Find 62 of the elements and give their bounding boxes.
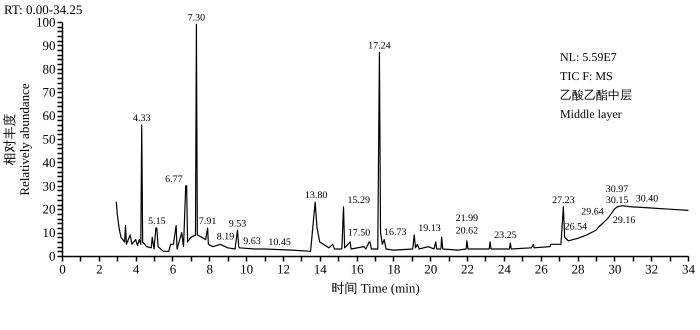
annotation: 7.30	[188, 12, 206, 24]
x-tick-label: 8	[206, 262, 214, 276]
annotation: 29.64	[581, 206, 604, 218]
x-tick-label: 34	[682, 262, 696, 276]
annotation: 17.50	[348, 228, 370, 239]
y-tick-label: 10	[42, 225, 56, 240]
y-axis-title: 相对丰度 Relatively abundance	[2, 83, 32, 196]
annotation: Middle layer	[560, 107, 622, 121]
annotation: 30.97	[606, 184, 628, 195]
x-tick-label: 28	[572, 262, 585, 276]
chart-title: RT: 0.00-34.25	[4, 2, 82, 17]
annotation: 30.40	[636, 194, 658, 205]
x-tick-label: 4	[132, 262, 140, 276]
y-tick-label: 100	[36, 14, 56, 30]
annotation: 16.73	[384, 226, 407, 238]
y-tick-label: 90	[42, 38, 56, 53]
y-tick-label: 30	[42, 178, 56, 194]
x-tick-label: 10	[240, 262, 254, 276]
x-axis-title: 时间 Time (min)	[331, 280, 420, 296]
annotation: 7.91	[198, 216, 216, 227]
annotation: TIC F: MS	[560, 69, 613, 83]
y-tick-label: 50	[42, 132, 56, 146]
annotation: 5.15	[148, 216, 166, 227]
x-tick-label: 14	[314, 262, 328, 276]
y-tick-label: 20	[42, 202, 56, 217]
annotation: 9.53	[228, 218, 246, 230]
annotation: 20.62	[456, 225, 478, 236]
x-tick-label: 6	[170, 262, 177, 276]
x-tick-label: 0	[59, 262, 66, 276]
x-tick-label: 26	[534, 262, 548, 276]
annotation: 10.45	[268, 236, 291, 248]
annotation: 9.63	[243, 236, 261, 247]
x-tick-label: 30	[608, 262, 622, 276]
x-tick-label: 24	[498, 262, 512, 276]
x-tick-label: 18	[387, 262, 400, 276]
annotation: 23.25	[494, 230, 517, 241]
y-tick-label: 0	[49, 248, 56, 264]
annotation: 21.99	[456, 212, 478, 224]
x-tick-label: 22	[461, 262, 474, 276]
annotation: 4.33	[132, 112, 150, 124]
x-tick-label: 16	[350, 262, 364, 276]
x-tick-label: 32	[645, 262, 658, 276]
annotation: 27.23	[552, 194, 575, 206]
annotation: 17.24	[368, 40, 391, 52]
annotation: 乙酸乙酯中层	[560, 88, 632, 102]
annotation: 30.15	[606, 194, 628, 206]
x-tick-label: 2	[96, 262, 103, 276]
y-tick-label: 60	[42, 108, 56, 124]
x-tick-label: 12	[276, 262, 290, 276]
y-tick-label: 40	[42, 154, 56, 170]
annotation: NL: 5.59E7	[560, 50, 617, 64]
annotation: 13.80	[304, 190, 328, 202]
annotation: 8.19	[216, 232, 234, 243]
annotation: 26.54	[564, 221, 588, 232]
line-series	[116, 24, 689, 252]
y-tick-label: 70	[42, 84, 56, 100]
y-tick-label: 80	[42, 61, 56, 76]
annotation: 6.77	[165, 174, 183, 185]
annotation: 19.13	[418, 222, 441, 234]
annotation: 29.16	[612, 214, 636, 226]
annotation: 15.29	[348, 194, 370, 206]
x-tick-label: 20	[424, 262, 438, 276]
